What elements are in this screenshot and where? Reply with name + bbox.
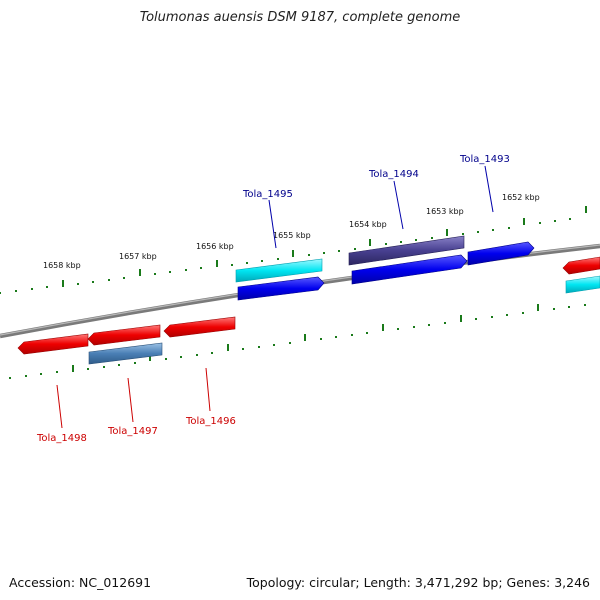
scale-label-1656: 1656 kbp (196, 242, 234, 251)
gene-feature-tola-1494-cds[interactable] (351, 254, 468, 285)
gene-label-tola-1496[interactable]: Tola_1496 (185, 416, 236, 427)
accession-text: Accession: NC_012691 (9, 575, 152, 590)
gene-feature-tola-1493[interactable] (467, 241, 535, 266)
genome-summary-text: Topology: circular; Length: 3,471,292 bp… (246, 575, 590, 590)
gene-feature-offscreen-right-red[interactable] (562, 256, 600, 275)
gene-feature-tola-1496[interactable] (163, 316, 236, 338)
forward-strand-features (235, 235, 600, 301)
leader-line-tola-1498 (56, 384, 63, 429)
leader-line-tola-1497 (127, 377, 134, 423)
gene-feature-tola-1498[interactable] (17, 333, 89, 355)
leader-line-tola-1496 (205, 367, 211, 412)
map-title: Tolumonas auensis DSM 9187, complete gen… (139, 10, 461, 25)
gene-feature-tola-1494[interactable] (348, 235, 465, 266)
leader-line-tola-1495 (268, 199, 277, 249)
scale-label-1655: 1655 kbp (273, 231, 311, 240)
gene-feature-tola-1495[interactable] (235, 258, 323, 283)
scale-label-1652: 1652 kbp (502, 193, 540, 202)
reverse-strand-features (17, 256, 600, 365)
scale-label-1658: 1658 kbp (43, 261, 81, 270)
lower-scale-ticks (9, 304, 586, 379)
gene-feature-tola-1495-cds[interactable] (237, 276, 325, 301)
gene-feature-tola-1497-rna[interactable] (88, 342, 163, 365)
gene-label-tola-1493[interactable]: Tola_1493 (459, 154, 510, 165)
leader-line-tola-1494 (393, 180, 404, 230)
gene-label-tola-1494[interactable]: Tola_1494 (368, 169, 419, 180)
gene-feature-offscreen-right-cyan[interactable] (565, 275, 600, 294)
gene-feature-tola-1497[interactable] (87, 324, 161, 346)
gene-label-tola-1497[interactable]: Tola_1497 (107, 426, 158, 437)
leader-line-tola-1493 (484, 165, 494, 213)
scale-label-1657: 1657 kbp (119, 252, 157, 261)
scale-label-1654: 1654 kbp (349, 220, 387, 229)
gene-label-tola-1495[interactable]: Tola_1495 (242, 189, 293, 200)
upper-scale-ticks (0, 206, 587, 294)
gene-label-tola-1498[interactable]: Tola_1498 (36, 433, 87, 444)
scale-label-1653: 1653 kbp (426, 207, 464, 216)
